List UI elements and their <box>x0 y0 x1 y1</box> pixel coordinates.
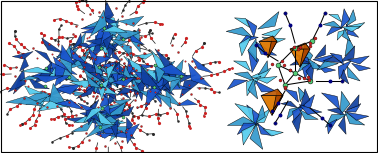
Polygon shape <box>261 96 283 115</box>
Polygon shape <box>259 41 277 58</box>
Polygon shape <box>300 43 310 67</box>
Polygon shape <box>261 89 283 96</box>
Bar <box>0 0 218 153</box>
Polygon shape <box>290 49 310 67</box>
Polygon shape <box>259 36 277 41</box>
Bar <box>218 0 378 153</box>
Polygon shape <box>268 36 277 58</box>
Polygon shape <box>272 89 283 115</box>
Polygon shape <box>290 43 310 49</box>
